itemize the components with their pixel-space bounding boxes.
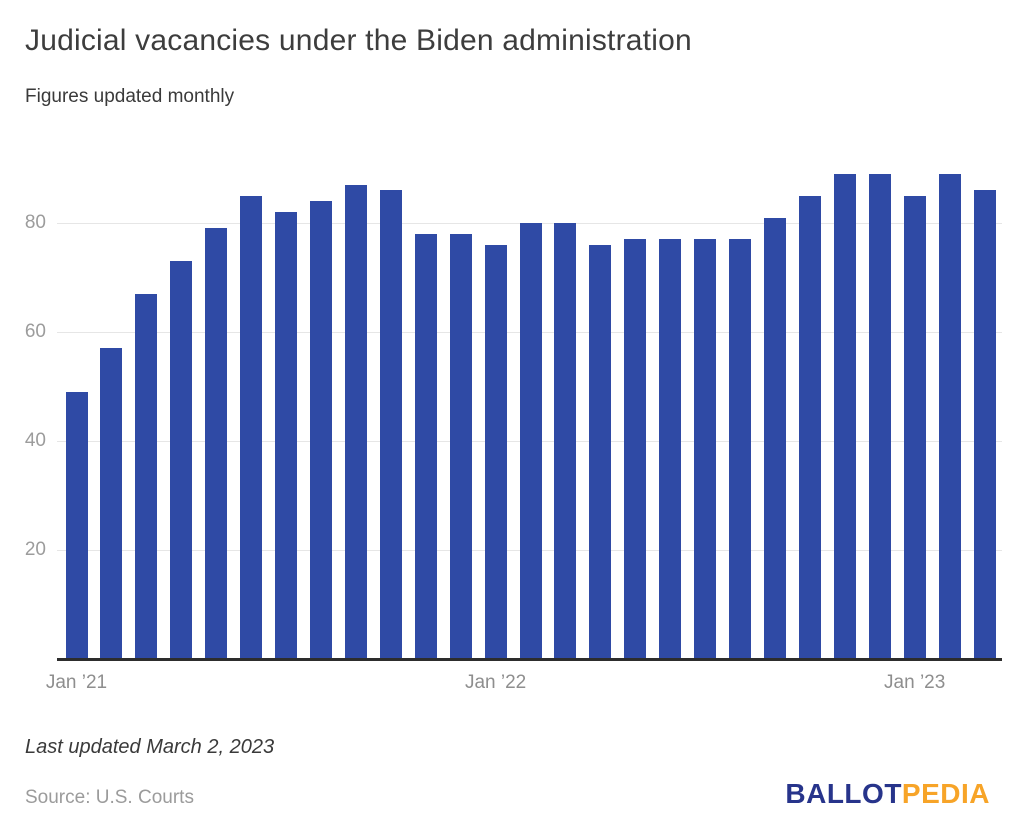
bar[interactable] xyxy=(694,239,717,659)
y-axis-tick-label: 40 xyxy=(24,430,46,451)
bar[interactable] xyxy=(589,244,612,659)
bar[interactable] xyxy=(344,184,367,659)
bar[interactable] xyxy=(519,223,542,659)
x-axis-tick-label: Jan ’21 xyxy=(45,672,108,693)
bar[interactable] xyxy=(379,190,402,659)
bar[interactable] xyxy=(484,244,507,659)
bar[interactable] xyxy=(868,173,891,659)
bar[interactable] xyxy=(798,195,821,660)
bar[interactable] xyxy=(205,228,228,659)
y-axis-tick-label: 80 xyxy=(24,212,46,233)
bar[interactable] xyxy=(729,239,752,659)
bar[interactable] xyxy=(240,195,263,660)
chart-subtitle: Figures updated monthly xyxy=(25,86,235,107)
logo-ballot-text: BALLOT xyxy=(785,778,902,809)
y-axis-tick-label: 60 xyxy=(24,321,46,342)
bar[interactable] xyxy=(938,173,961,659)
bar[interactable] xyxy=(65,391,88,659)
source-note: Source: U.S. Courts xyxy=(25,787,194,808)
bar[interactable] xyxy=(309,201,332,659)
bar[interactable] xyxy=(275,212,297,659)
bar[interactable] xyxy=(449,233,472,659)
bar[interactable] xyxy=(764,217,786,659)
bar[interactable] xyxy=(414,233,437,659)
bar[interactable] xyxy=(554,223,577,659)
bar[interactable] xyxy=(135,293,158,659)
bar[interactable] xyxy=(833,173,856,659)
x-axis-tick-label: Jan ’23 xyxy=(884,672,946,693)
bar[interactable] xyxy=(903,195,926,660)
bar[interactable] xyxy=(170,261,193,659)
bar[interactable] xyxy=(973,190,996,659)
last-updated-note: Last updated March 2, 2023 xyxy=(25,736,275,758)
bar[interactable] xyxy=(100,348,123,659)
ballotpedia-logo[interactable]: BALLOTPEDIA xyxy=(785,778,990,810)
x-axis-tick-label: Jan ’22 xyxy=(464,672,527,693)
chart-title: Judicial vacancies under the Biden admin… xyxy=(25,24,692,57)
x-axis-line xyxy=(57,657,1002,661)
logo-pedia-text: PEDIA xyxy=(901,778,990,809)
y-axis-tick-label: 20 xyxy=(24,539,46,560)
bar[interactable] xyxy=(659,239,682,659)
bar[interactable] xyxy=(624,239,647,659)
